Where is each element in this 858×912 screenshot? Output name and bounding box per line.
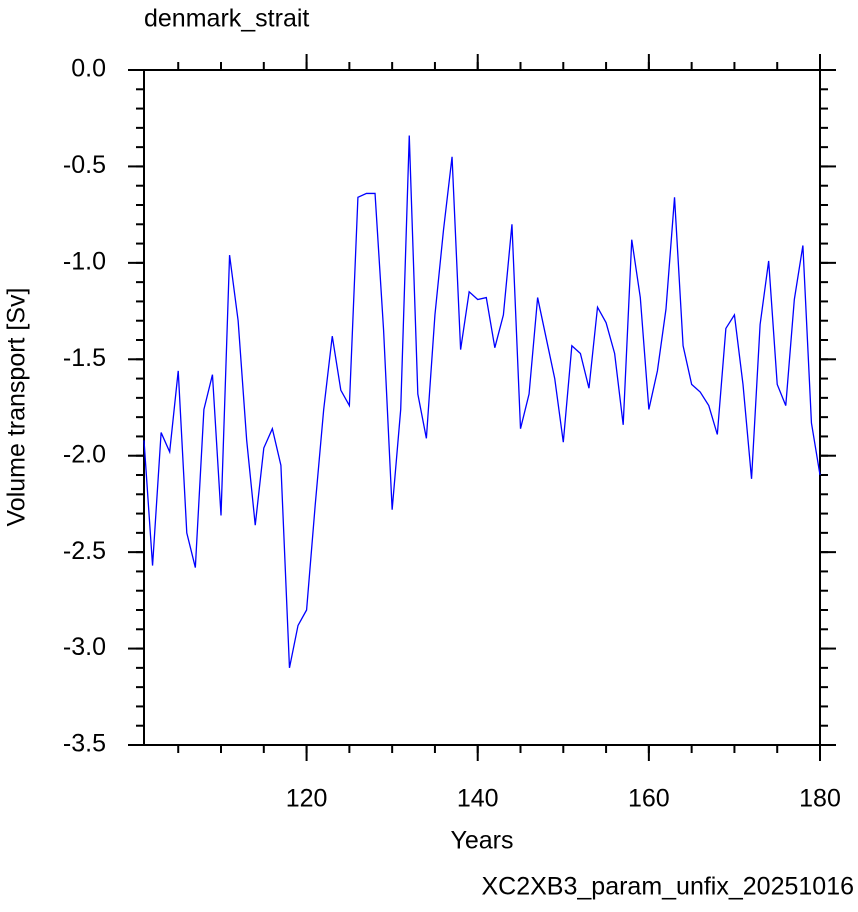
annotation: XC2XB3_param_unfix_20251016 [482, 873, 855, 901]
y-tick-label: -3.0 [63, 633, 106, 661]
x-axis-label: Years [450, 827, 513, 855]
y-tick-label: -0.5 [63, 151, 106, 179]
plot-frame [143, 69, 821, 746]
y-tick-label: -2.0 [63, 440, 106, 468]
x-tick-label: 160 [628, 785, 670, 813]
y-axis-label: Volume transport [Sv] [3, 287, 31, 526]
x-tick-label: 120 [286, 785, 328, 813]
y-tick-label: -2.5 [63, 537, 106, 565]
chart-title: denmark_strait [144, 5, 309, 33]
y-tick-label: 0.0 [71, 55, 106, 83]
y-tick-label: -3.5 [63, 730, 106, 758]
y-tick-label: -1.5 [63, 344, 106, 372]
y-tick-label: -1.0 [63, 247, 106, 275]
data-line [143, 135, 821, 668]
x-tick-label: 140 [457, 785, 499, 813]
x-tick-label: 180 [799, 785, 841, 813]
